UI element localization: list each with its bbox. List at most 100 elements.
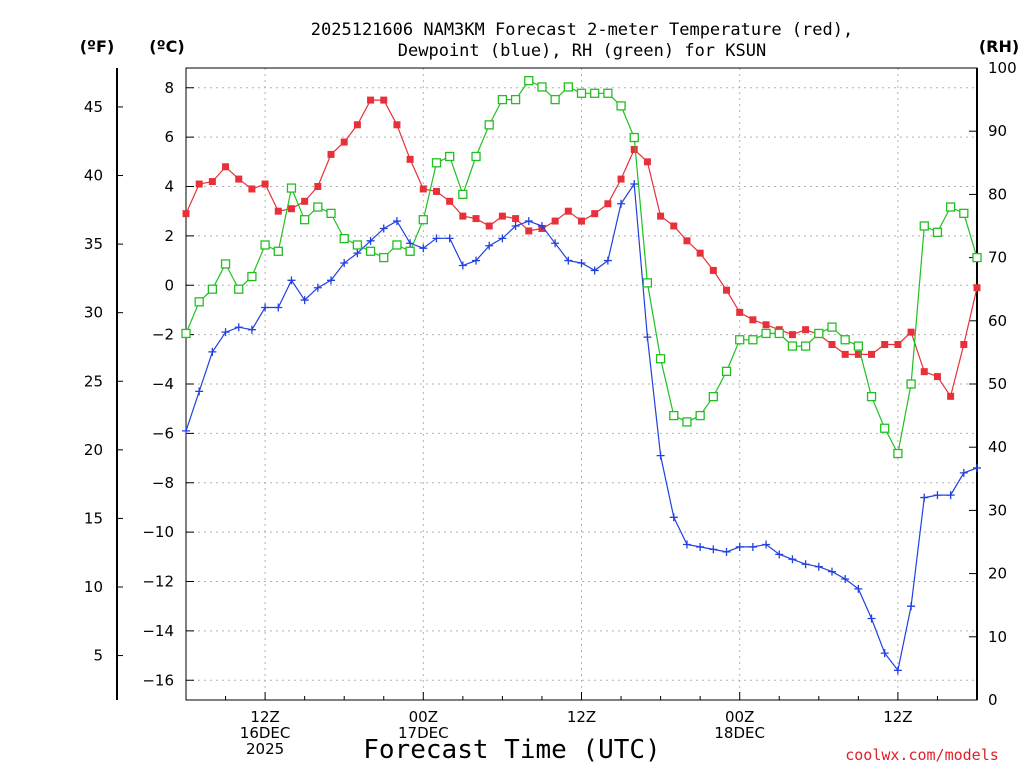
dewpoint-point: [814, 562, 823, 571]
dewpoint-point: [195, 387, 204, 396]
chart-axes: [116, 67, 978, 701]
rh-tick-label: 70: [988, 249, 1007, 267]
rh-unit-label: (RH): [979, 37, 1019, 56]
temperature-point: [696, 249, 704, 257]
dewpoint-point: [788, 555, 797, 564]
c-tick-label: −10: [142, 523, 174, 541]
rh-point: [326, 208, 336, 219]
c-tick-label: −8: [152, 474, 174, 492]
chart-tick-labels: 86420−2−4−6−8−10−12−14−1612Z16DEC202500Z…: [84, 59, 1017, 758]
x-tick-label: 12Z: [250, 708, 279, 726]
dewpoint-point: [432, 234, 441, 243]
rh-point: [932, 227, 943, 237]
dewpoint-point: [564, 256, 573, 265]
dewpoint-point: [340, 259, 349, 268]
dewpoint-point: [933, 491, 942, 500]
temperature-point: [287, 205, 295, 213]
rh-point: [906, 379, 916, 389]
x-axis-label: Forecast Time (UTC): [363, 735, 660, 765]
dewpoint-point: [656, 451, 665, 460]
x-tick-label: 17DEC: [398, 724, 449, 742]
rh-point: [919, 221, 929, 231]
rh-point: [735, 335, 745, 345]
dewpoint-point: [221, 328, 230, 337]
f-tick-label: 35: [84, 235, 103, 253]
dewpoint-point: [735, 542, 744, 551]
rh-point: [497, 94, 508, 105]
rh-point: [471, 151, 481, 162]
c-tick-label: 2: [164, 227, 174, 245]
rh-point: [880, 423, 890, 433]
temperature-point: [222, 163, 230, 171]
dewpoint-point: [208, 347, 217, 356]
temperature-point: [314, 183, 322, 190]
temperature-point: [762, 321, 770, 329]
chart-gridlines: [186, 68, 977, 700]
dewpoint-point: [182, 426, 190, 435]
rh-point: [365, 246, 376, 256]
rh-point: [748, 335, 758, 345]
rh-point: [708, 391, 718, 402]
dewpoint-point: [854, 584, 863, 593]
rh-point: [418, 215, 428, 225]
dewpoint-point: [458, 261, 467, 270]
rh-tick-label: 30: [988, 501, 1007, 519]
f-tick-label: 20: [84, 441, 103, 459]
dewpoint-point: [669, 513, 678, 522]
rh-tick-label: 90: [988, 122, 1007, 140]
temperature-point: [419, 185, 427, 193]
rh-point: [273, 246, 283, 256]
temperature-point: [274, 207, 282, 215]
rh-point: [814, 328, 824, 339]
rh-point: [853, 341, 863, 351]
dewpoint-point: [261, 303, 270, 312]
c-tick-label: 8: [164, 79, 174, 97]
dewpoint-point: [748, 542, 757, 551]
dewpoint-point: [946, 491, 955, 500]
c-tick-label: 6: [164, 128, 174, 146]
temperature-point: [248, 185, 256, 193]
temperature-point: [920, 368, 928, 376]
celsius-unit-label: (ºC): [149, 37, 184, 56]
dewpoint-point: [907, 602, 916, 611]
temperature-point: [643, 158, 651, 166]
x-tick-label: 00Z: [409, 708, 438, 726]
temperature-point: [578, 217, 585, 225]
dewpoint-point: [893, 666, 902, 675]
c-tick-label: −4: [152, 375, 174, 393]
dewpoint-point: [485, 241, 494, 250]
dewpoint-point: [419, 244, 428, 253]
chart-title-line2: Dewpoint (blue), RH (green) for KSUN: [398, 41, 766, 61]
rh-tick-label: 0: [988, 691, 998, 709]
temperature-point: [512, 215, 520, 223]
dewpoint-point: [392, 217, 401, 226]
c-tick-label: −6: [152, 424, 174, 442]
rh-point: [194, 297, 204, 307]
temperature-point: [432, 187, 440, 195]
temperature-point: [683, 237, 691, 245]
temperature-point: [551, 217, 559, 225]
x-tick-label: 12Z: [883, 708, 912, 726]
temperature-point: [459, 212, 467, 220]
temperature-point: [947, 392, 955, 400]
dewpoint-point: [234, 323, 243, 332]
rh-point: [207, 284, 218, 294]
temperature-point: [340, 138, 348, 146]
temperature-point: [802, 326, 810, 334]
dewpoint-point: [630, 180, 639, 189]
rh-point: [866, 391, 877, 402]
temperature-point: [564, 207, 572, 215]
rh-point: [655, 354, 666, 364]
dewpoint-point: [577, 259, 586, 268]
rh-point: [431, 158, 442, 168]
c-tick-label: −2: [152, 326, 174, 344]
dewpoint-point: [551, 239, 560, 248]
temperature-point: [301, 197, 309, 205]
temperature-point: [881, 341, 889, 348]
rh-point: [550, 94, 560, 105]
dewpoint-point: [524, 217, 533, 226]
f-tick-label: 40: [84, 167, 103, 185]
rh-point: [893, 448, 903, 459]
f-tick-label: 5: [93, 647, 103, 665]
